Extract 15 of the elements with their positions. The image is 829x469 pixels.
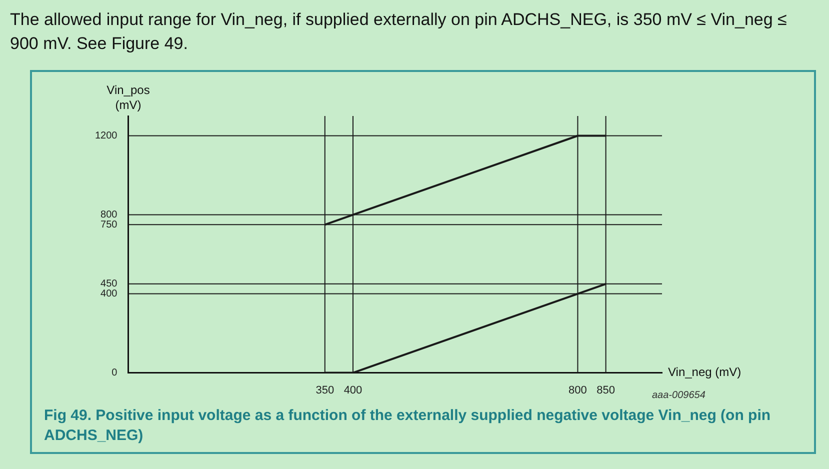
caption: Fig 49. Positive input voltage as a function of the externally supplied negative voltage Vin_neg (on pin ADCHS_NEG) <box>44 406 772 446</box>
x-tick-label: 350 <box>316 384 334 396</box>
text: aaa-009654 <box>652 390 706 401</box>
x-tick-label: 400 <box>344 384 362 396</box>
y-tick-label: 1200 <box>94 130 118 142</box>
y-tick-label: 0 <box>112 368 118 379</box>
y-tick-label: 400 <box>100 288 118 300</box>
x-tick-label: 800 <box>568 384 587 396</box>
x-tick-label: 850 <box>596 384 615 396</box>
x-axis-title: Vin_neg (mV) <box>668 365 742 380</box>
y-tick-label: 800 <box>100 210 118 221</box>
y-axis-title: Vin_pos (mV) <box>106 83 150 112</box>
y-tick-label: 750 <box>100 219 118 230</box>
y-tick-label: 450 <box>100 278 118 290</box>
chart-title: The allowed input range for Vin_neg, if supplied externally on pin ADCHS_NEG, is 350 mV ≤ Vin_neg ≤ 900 mV. See Figure 49. <box>10 9 788 55</box>
